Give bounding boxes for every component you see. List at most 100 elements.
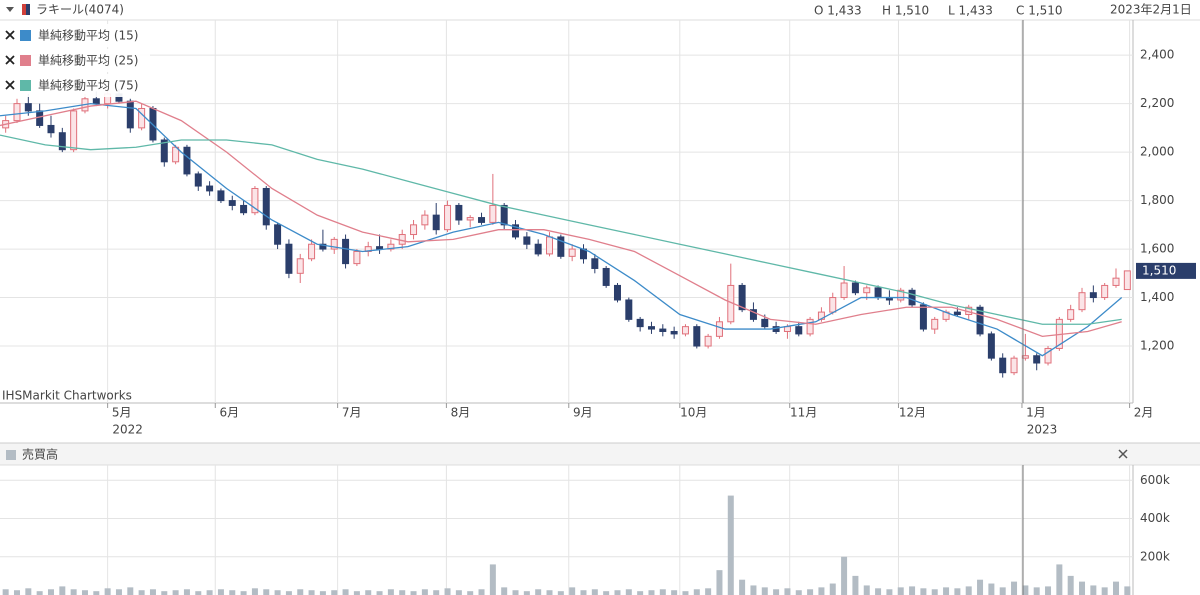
volume-bar — [1033, 587, 1040, 595]
plot-layer: 1,200 1,400 1,600 1,800 2,000 2,200 2,400 5月 6月 7… — [0, 20, 1196, 595]
candle-body — [783, 326, 791, 332]
ohlc-high: H 1,510 — [882, 4, 929, 18]
volume-bar — [365, 590, 372, 595]
remove-icon[interactable] — [5, 80, 15, 90]
candle-body — [647, 326, 655, 330]
volume-bar — [569, 587, 576, 595]
candle-body — [659, 328, 667, 332]
close-icon[interactable] — [1118, 449, 1128, 459]
candle-body — [262, 187, 270, 226]
volume-bar — [659, 589, 666, 595]
volume-bar — [897, 587, 904, 595]
candle-body — [761, 318, 769, 328]
ma-line — [0, 100, 1122, 338]
volume-bar — [501, 587, 508, 595]
x-tick-label: 8月 — [451, 406, 471, 420]
legend-swatch — [20, 30, 31, 41]
volume-bar — [682, 591, 689, 595]
volume-bar — [886, 589, 893, 595]
x-tick-label: 10月 — [680, 406, 707, 420]
candle-body — [863, 287, 871, 294]
remove-icon[interactable] — [5, 30, 15, 40]
volume-bar — [263, 589, 270, 595]
volume-bar — [818, 587, 825, 595]
legend-label: 単純移動平均 (25) — [38, 54, 138, 68]
volume-bar — [478, 589, 485, 595]
candle-body — [92, 98, 100, 105]
volume-bar — [115, 589, 122, 595]
volume-bar — [455, 590, 462, 595]
volume-bar — [433, 590, 440, 595]
volume-bar — [195, 591, 202, 595]
x-tick-label: 12月 — [899, 406, 926, 420]
volume-bar — [841, 556, 848, 595]
symbol-icon — [22, 4, 26, 15]
candle-body — [126, 100, 134, 129]
volume-bar — [319, 591, 326, 595]
volume-bar — [931, 589, 938, 595]
volume-bar — [59, 586, 66, 595]
candle-body — [308, 243, 316, 260]
candle-body — [953, 311, 961, 316]
volume-bar — [251, 588, 258, 595]
candle-body — [795, 326, 803, 335]
candle-body — [602, 267, 610, 286]
legend-item — [0, 74, 150, 97]
volume-bar — [614, 590, 621, 595]
volume-bar — [557, 591, 564, 595]
candle-body — [908, 289, 916, 306]
volume-bar — [331, 590, 338, 595]
ohlc-low: L 1,433 — [948, 4, 993, 18]
volume-bar — [829, 583, 836, 595]
volume-bar — [297, 589, 304, 595]
volume-bar — [954, 588, 961, 595]
volume-bar — [274, 590, 281, 595]
x-tick-label: 11月 — [790, 406, 817, 420]
candle-body — [1101, 284, 1109, 299]
candle-body — [58, 132, 66, 151]
volume-bar — [229, 590, 236, 595]
volume-bar — [217, 589, 224, 595]
volume-bar — [353, 591, 360, 595]
remove-icon[interactable] — [5, 55, 15, 65]
header-bar — [0, 0, 1200, 20]
volume-bar — [535, 589, 542, 595]
volume-bar — [1045, 586, 1052, 595]
volume-bar — [127, 587, 134, 595]
candle-body — [1021, 355, 1029, 359]
volume-bar — [104, 588, 111, 595]
x-tick-label: 5月 — [112, 406, 132, 420]
candle-body — [353, 250, 361, 265]
legend-label: 単純移動平均 (75) — [38, 79, 138, 93]
volume-bar — [376, 591, 383, 595]
ma-line — [0, 134, 1122, 325]
volume-bar — [1011, 581, 1018, 595]
candle-body — [715, 321, 723, 337]
candle-body — [897, 289, 905, 301]
candle-body — [840, 282, 848, 299]
volume-bar — [795, 590, 802, 595]
volume-bar — [999, 587, 1006, 595]
volume-bar — [183, 589, 190, 595]
volume-bar — [852, 575, 859, 595]
candle-body — [738, 284, 746, 311]
volume-bar — [399, 590, 406, 595]
x-tick-label: 6月 — [219, 406, 239, 420]
candle-body — [976, 306, 984, 335]
candle-body — [625, 299, 633, 320]
candle-body — [523, 236, 531, 245]
x-tick-label: 2月 — [1134, 406, 1154, 420]
collapse-icon[interactable] — [6, 7, 14, 12]
volume-bar — [1079, 581, 1086, 595]
date: 2023年2月1日 — [1110, 3, 1192, 17]
candle-body — [1067, 309, 1075, 320]
candle-body — [421, 214, 429, 226]
y-tick-label: 2,200 — [1140, 96, 1174, 110]
volume-title: 売買高 — [22, 447, 58, 462]
symbol-title: ラキール(4074) — [36, 3, 124, 17]
candle-body — [432, 214, 440, 231]
candle-body — [1078, 292, 1086, 311]
volume-bar — [603, 591, 610, 595]
candle-body — [274, 224, 282, 245]
